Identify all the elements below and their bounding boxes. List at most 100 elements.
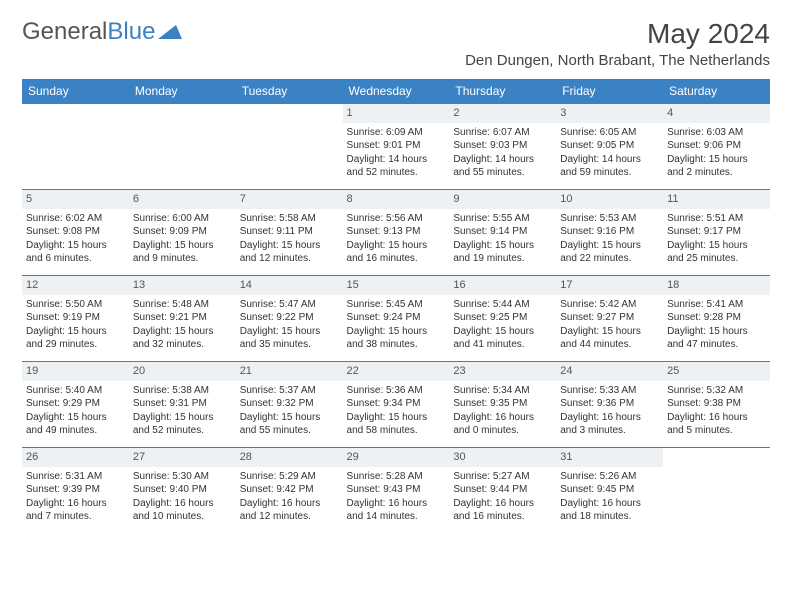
sunset-text: Sunset: 9:40 PM (133, 483, 232, 497)
sunset-text: Sunset: 9:16 PM (560, 225, 659, 239)
day-number: 23 (449, 362, 556, 381)
logo-triangle-icon (158, 18, 182, 46)
day-number: 18 (663, 276, 770, 295)
sunrise-text: Sunrise: 6:05 AM (560, 126, 659, 140)
daylight-text: Daylight: 16 hours and 10 minutes. (133, 497, 232, 524)
sunrise-text: Sunrise: 5:50 AM (26, 298, 125, 312)
calendar-cell (129, 104, 236, 190)
sunrise-text: Sunrise: 5:27 AM (453, 470, 552, 484)
day-header: Friday (556, 79, 663, 104)
day-number: 1 (343, 104, 450, 123)
calendar-cell: 13Sunrise: 5:48 AMSunset: 9:21 PMDayligh… (129, 276, 236, 362)
sunset-text: Sunset: 9:01 PM (347, 139, 446, 153)
sunrise-text: Sunrise: 5:41 AM (667, 298, 766, 312)
day-number: 8 (343, 190, 450, 209)
day-number: 21 (236, 362, 343, 381)
sunset-text: Sunset: 9:36 PM (560, 397, 659, 411)
sunset-text: Sunset: 9:19 PM (26, 311, 125, 325)
day-number: 2 (449, 104, 556, 123)
day-number: 11 (663, 190, 770, 209)
calendar-cell: 3Sunrise: 6:05 AMSunset: 9:05 PMDaylight… (556, 104, 663, 190)
day-number: 4 (663, 104, 770, 123)
sunrise-text: Sunrise: 6:03 AM (667, 126, 766, 140)
calendar-cell: 22Sunrise: 5:36 AMSunset: 9:34 PMDayligh… (343, 362, 450, 448)
daylight-text: Daylight: 16 hours and 12 minutes. (240, 497, 339, 524)
sunset-text: Sunset: 9:27 PM (560, 311, 659, 325)
day-number: 22 (343, 362, 450, 381)
sunrise-text: Sunrise: 5:45 AM (347, 298, 446, 312)
daylight-text: Daylight: 14 hours and 52 minutes. (347, 153, 446, 180)
calendar-head: SundayMondayTuesdayWednesdayThursdayFrid… (22, 79, 770, 104)
day-number: 9 (449, 190, 556, 209)
sunrise-text: Sunrise: 6:07 AM (453, 126, 552, 140)
calendar-cell: 24Sunrise: 5:33 AMSunset: 9:36 PMDayligh… (556, 362, 663, 448)
calendar-cell: 29Sunrise: 5:28 AMSunset: 9:43 PMDayligh… (343, 448, 450, 534)
calendar-cell: 27Sunrise: 5:30 AMSunset: 9:40 PMDayligh… (129, 448, 236, 534)
calendar-cell: 7 Sunrise: 5:58 AMSunset: 9:11 PMDaylight… (236, 190, 343, 276)
daylight-text: Daylight: 15 hours and 52 minutes. (133, 411, 232, 438)
day-number: 13 (129, 276, 236, 295)
daylight-text: Daylight: 15 hours and 19 minutes. (453, 239, 552, 266)
sunrise-text: Sunrise: 5:29 AM (240, 470, 339, 484)
sunset-text: Sunset: 9:09 PM (133, 225, 232, 239)
day-number: 14 (236, 276, 343, 295)
day-number: 28 (236, 448, 343, 467)
sunset-text: Sunset: 9:45 PM (560, 483, 659, 497)
calendar-cell (663, 448, 770, 534)
daylight-text: Daylight: 15 hours and 2 minutes. (667, 153, 766, 180)
sunset-text: Sunset: 9:22 PM (240, 311, 339, 325)
day-number: 30 (449, 448, 556, 467)
day-header: Sunday (22, 79, 129, 104)
logo: GeneralBlue (22, 18, 182, 46)
daylight-text: Daylight: 15 hours and 6 minutes. (26, 239, 125, 266)
day-number: 12 (22, 276, 129, 295)
sunset-text: Sunset: 9:32 PM (240, 397, 339, 411)
day-header: Tuesday (236, 79, 343, 104)
daylight-text: Daylight: 15 hours and 44 minutes. (560, 325, 659, 352)
sunset-text: Sunset: 9:24 PM (347, 311, 446, 325)
sunset-text: Sunset: 9:35 PM (453, 397, 552, 411)
daylight-text: Daylight: 15 hours and 47 minutes. (667, 325, 766, 352)
sunset-text: Sunset: 9:44 PM (453, 483, 552, 497)
calendar-row: 1Sunrise: 6:09 AMSunset: 9:01 PMDaylight… (22, 104, 770, 190)
calendar-body: 1Sunrise: 6:09 AMSunset: 9:01 PMDaylight… (22, 104, 770, 534)
day-header: Wednesday (343, 79, 450, 104)
day-number: 16 (449, 276, 556, 295)
sunrise-text: Sunrise: 5:58 AM (240, 212, 339, 226)
calendar-cell: 16Sunrise: 5:44 AMSunset: 9:25 PMDayligh… (449, 276, 556, 362)
day-number: 7 (236, 190, 343, 209)
calendar-cell (22, 104, 129, 190)
daylight-text: Daylight: 16 hours and 5 minutes. (667, 411, 766, 438)
sunset-text: Sunset: 9:38 PM (667, 397, 766, 411)
logo-text-general: General (22, 18, 107, 46)
sunrise-text: Sunrise: 5:38 AM (133, 384, 232, 398)
day-number: 20 (129, 362, 236, 381)
daylight-text: Daylight: 15 hours and 38 minutes. (347, 325, 446, 352)
day-number: 3 (556, 104, 663, 123)
daylight-text: Daylight: 15 hours and 29 minutes. (26, 325, 125, 352)
calendar-cell: 12 Sunrise: 5:50 AMSunset: 9:19 PMDayligh… (22, 276, 129, 362)
sunset-text: Sunset: 9:11 PM (240, 225, 339, 239)
sunrise-text: Sunrise: 5:31 AM (26, 470, 125, 484)
daylight-text: Daylight: 16 hours and 7 minutes. (26, 497, 125, 524)
daylight-text: Daylight: 16 hours and 0 minutes. (453, 411, 552, 438)
sunrise-text: Sunrise: 5:55 AM (453, 212, 552, 226)
sunset-text: Sunset: 9:21 PM (133, 311, 232, 325)
calendar-row: 12Sunrise: 5:50 AMSunset: 9:19 PMDayligh… (22, 276, 770, 362)
daylight-text: Daylight: 15 hours and 41 minutes. (453, 325, 552, 352)
calendar-cell: 14Sunrise: 5:47 AMSunset: 9:22 PMDayligh… (236, 276, 343, 362)
calendar-cell: 21Sunrise: 5:37 AMSunset: 9:32 PMDayligh… (236, 362, 343, 448)
day-number: 27 (129, 448, 236, 467)
daylight-text: Daylight: 15 hours and 12 minutes. (240, 239, 339, 266)
day-number: 24 (556, 362, 663, 381)
calendar-cell: 18Sunrise: 5:41 AMSunset: 9:28 PMDayligh… (663, 276, 770, 362)
sunrise-text: Sunrise: 6:02 AM (26, 212, 125, 226)
daylight-text: Daylight: 16 hours and 14 minutes. (347, 497, 446, 524)
day-header: Thursday (449, 79, 556, 104)
daylight-text: Daylight: 15 hours and 55 minutes. (240, 411, 339, 438)
calendar-cell: 8Sunrise: 5:56 AMSunset: 9:13 PMDaylight… (343, 190, 450, 276)
day-number: 31 (556, 448, 663, 467)
daylight-text: Daylight: 16 hours and 18 minutes. (560, 497, 659, 524)
calendar-cell: 9Sunrise: 5:55 AMSunset: 9:14 PMDaylight… (449, 190, 556, 276)
sunrise-text: Sunrise: 5:33 AM (560, 384, 659, 398)
